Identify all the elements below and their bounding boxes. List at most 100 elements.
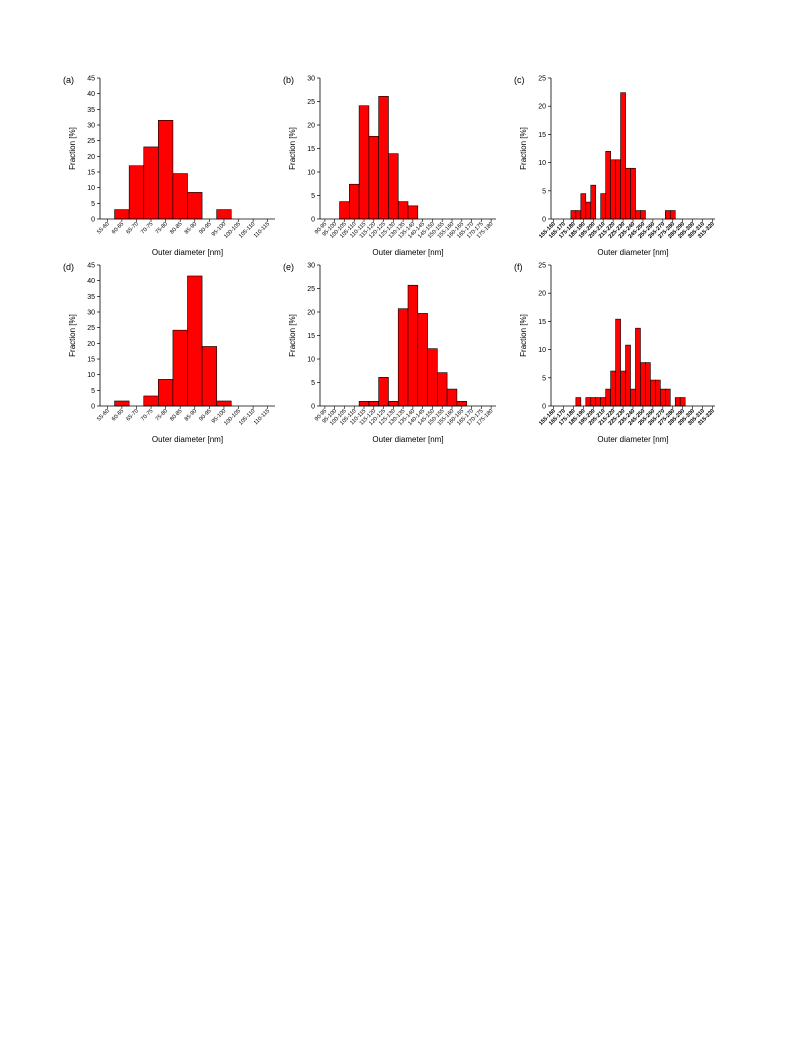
x-tick-label: 80-85 [169,221,183,235]
x-tick-label: 65-70 [126,408,140,422]
histogram-bar [187,275,203,407]
histogram-bar [172,173,188,220]
y-tick-label: 0 [542,404,546,411]
y-tick-label: 15 [538,132,546,139]
y-tick-label: 15 [538,319,546,326]
chart-panel: (c)0510152025155-160165-170175-180185-19… [514,75,716,257]
x-tick-label: 80-85 [169,408,183,422]
histogram-bar [585,201,592,220]
y-tick-label: 10 [538,160,546,167]
y-tick-label: 30 [307,76,315,83]
x-tick-label: 60-65 [111,408,125,422]
histogram-bar [368,400,379,407]
histogram-bar [158,120,174,220]
x-axis-title: Outer diameter [nm] [372,435,443,444]
histogram-bar [640,362,646,407]
x-tick-label: 55-60 [96,408,110,422]
x-tick-label: 110-115 [253,221,271,239]
histogram-bar [368,135,379,220]
histogram-bar [620,370,626,407]
y-tick-label: 25 [87,138,95,145]
y-tick-label: 5 [542,375,546,382]
chart-panel: (e)05101520253090-9595-100100-105105-110… [283,262,496,444]
histogram-bar [216,209,232,220]
y-tick-label: 30 [87,310,95,317]
y-tick-label: 25 [538,263,546,270]
x-tick-label: 75-80 [155,408,169,422]
histogram-bar [630,388,636,407]
y-tick-label: 15 [307,333,315,340]
histogram-bar [407,284,419,407]
y-tick-label: 5 [91,201,95,208]
histogram-bar [679,397,686,407]
histogram-bar [172,329,188,407]
histogram-bar [590,184,597,220]
histogram-bar [620,92,626,220]
histogram-bar [625,344,631,407]
y-tick-label: 0 [91,404,95,411]
y-tick-label: 30 [307,263,315,270]
y-tick-label: 5 [542,188,546,195]
histogram-bar [570,210,577,220]
x-tick-label: 70-75 [140,408,154,422]
histogram-bar [446,388,458,407]
histogram-bar [216,400,232,407]
y-tick-label: 25 [538,76,546,83]
y-tick-label: 45 [87,76,95,83]
histogram-bar [674,397,681,407]
x-axis-title: Outer diameter [nm] [152,435,223,444]
y-tick-label: 20 [307,310,315,317]
y-tick-label: 10 [87,372,95,379]
y-axis-title: Fraction [%] [519,314,528,357]
y-tick-label: 20 [538,104,546,111]
y-tick-label: 30 [87,123,95,130]
x-tick-label: 110-115 [253,408,271,426]
y-tick-label: 0 [311,404,315,411]
y-tick-label: 0 [542,217,546,224]
histogram-bar [605,151,611,220]
histogram-bar [407,205,419,220]
y-tick-label: 20 [87,154,95,161]
histogram-bar [349,183,360,220]
y-tick-label: 0 [311,217,315,224]
y-tick-label: 10 [538,347,546,354]
y-tick-label: 25 [307,286,315,293]
histogram-bar [158,379,174,407]
histogram-bar [437,372,448,407]
histogram-bar [358,105,370,220]
histogram-bar [388,400,399,407]
x-tick-label: 85-90 [184,221,198,235]
histogram-bar [615,318,621,407]
histogram-bar [630,167,636,220]
histogram-bar [640,210,646,220]
x-axis-title: Outer diameter [nm] [597,248,668,257]
y-axis-title: Fraction [%] [288,127,297,170]
chart-panel: (b)05101520253090-9595-100100-105105-110… [283,75,496,257]
x-tick-label: 70-75 [140,221,154,235]
histogram-bar [143,395,159,407]
y-tick-label: 25 [87,325,95,332]
panel-label: (b) [283,75,294,85]
y-axis-title: Fraction [%] [68,314,77,357]
histogram-bar [605,388,611,407]
y-tick-label: 15 [87,170,95,177]
chart-panel: (d) 0 5 10 15 20 25 30 35 40 45 55-60 60-65 65-70 70-7… [63,262,275,444]
panel-label: (c) [514,75,525,85]
x-tick-label: 60-65 [111,221,125,235]
histogram-bar [417,313,428,407]
y-tick-label: 40 [87,278,95,285]
y-tick-label: 10 [307,170,315,177]
histogram-bar [114,209,130,220]
histogram-bar [378,377,389,407]
histogram-bar [114,400,130,407]
histogram-bar [669,210,676,220]
histogram-bar [201,346,217,407]
histogram-bar [610,159,616,220]
histogram-bar [595,397,601,407]
histogram-bar [427,348,438,407]
y-axis-title: Fraction [%] [288,314,297,357]
x-axis-title: Outer diameter [nm] [372,248,443,257]
y-tick-label: 35 [87,294,95,301]
y-tick-label: 15 [307,146,315,153]
